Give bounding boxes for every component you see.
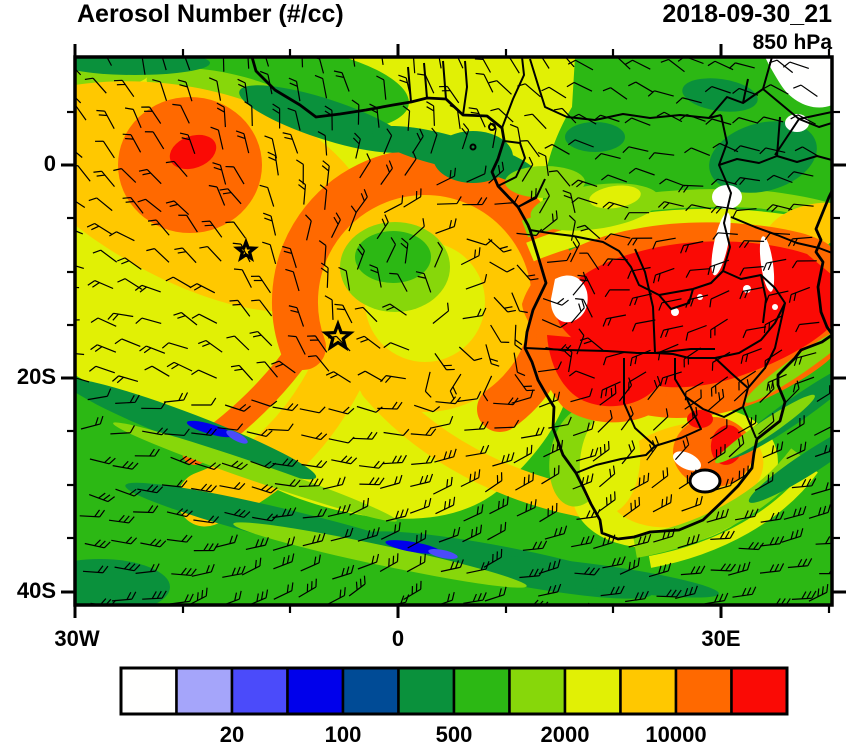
colorbar-label-500: 500 bbox=[435, 722, 473, 747]
blue-minima-streaks bbox=[186, 420, 458, 560]
x-tick-label-30e: 30E bbox=[701, 626, 741, 651]
se-ring-yellow bbox=[648, 465, 818, 568]
gold-sw-tail bbox=[177, 329, 373, 527]
wind-barbs-layer bbox=[75, 57, 832, 605]
plot-frame bbox=[73, 55, 834, 607]
gold-ring bbox=[315, 192, 535, 412]
colorbar-label-2000: 2000 bbox=[540, 722, 590, 747]
colorbar-label-20: 20 bbox=[219, 722, 245, 747]
y-tick-label-0: 0 bbox=[43, 151, 56, 176]
colorbar-label-100: 100 bbox=[324, 722, 362, 747]
axis-ticks bbox=[61, 44, 846, 618]
swirl-core-green bbox=[355, 231, 431, 283]
x-tick-label-0: 0 bbox=[391, 626, 405, 651]
coastline bbox=[250, 57, 832, 541]
y-tick-label-20s: 20S bbox=[16, 364, 56, 389]
x-tick-label-30w: 30W bbox=[54, 626, 100, 651]
colorbar bbox=[119, 666, 789, 716]
datetime-label: 2018-09-30_21 bbox=[662, 0, 832, 28]
pressure-level-label: 850 hPa bbox=[752, 31, 832, 54]
tl-red-spot bbox=[169, 134, 217, 170]
colorbar-label-10000: 10000 bbox=[645, 722, 707, 747]
map-plot-area bbox=[75, 57, 832, 605]
country-borders bbox=[407, 57, 832, 474]
star-markers bbox=[233, 237, 355, 352]
page-title: Aerosol Number (#/cc) bbox=[77, 0, 344, 28]
y-tick-label-40s: 40S bbox=[16, 578, 56, 603]
congo-yellow-spot bbox=[589, 185, 641, 209]
lesotho-outline bbox=[688, 468, 722, 494]
